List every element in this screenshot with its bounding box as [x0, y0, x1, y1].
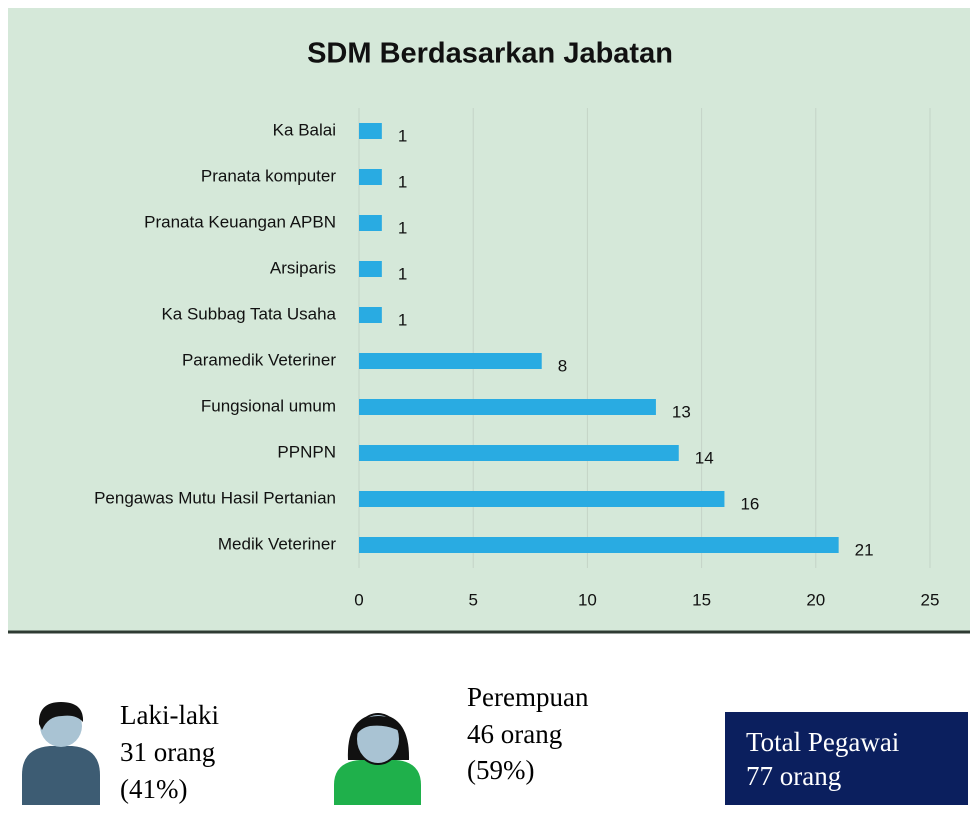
data-label: 14: [695, 448, 714, 467]
female-icon: [334, 713, 421, 805]
total-label: Total Pegawai: [746, 727, 899, 757]
x-tick-label: 25: [921, 590, 940, 609]
male-icon: [22, 702, 100, 805]
y-tick-label: Paramedik Veteriner: [182, 350, 336, 369]
total-box: [725, 712, 968, 805]
bar: [359, 399, 656, 415]
x-tick-label: 10: [578, 590, 597, 609]
bar: [359, 353, 542, 369]
data-label: 1: [398, 218, 407, 237]
y-tick-label: Arsiparis: [270, 258, 336, 277]
x-tick-label: 5: [468, 590, 477, 609]
female-percent: (59%): [467, 755, 534, 785]
bar: [359, 123, 382, 139]
y-tick-label: Ka Balai: [273, 120, 336, 139]
female-label: Perempuan: [467, 682, 589, 712]
bar: [359, 169, 382, 185]
data-label: 21: [855, 540, 874, 559]
bar: [359, 307, 382, 323]
chart-title: SDM Berdasarkan Jabatan: [307, 38, 673, 70]
data-label: 1: [398, 126, 407, 145]
data-label: 16: [740, 494, 759, 513]
male-count: 31 orang: [120, 737, 215, 767]
data-label: 1: [398, 172, 407, 191]
male-percent: (41%): [120, 774, 187, 804]
y-tick-label: Pengawas Mutu Hasil Pertanian: [94, 488, 336, 507]
x-tick-label: 20: [806, 590, 825, 609]
female-count: 46 orang: [467, 719, 562, 749]
male-label: Laki-laki: [120, 700, 219, 730]
data-label: 8: [558, 356, 567, 375]
total-count: 77 orang: [746, 761, 841, 791]
x-tick-label: 0: [354, 590, 363, 609]
data-label: 1: [398, 264, 407, 283]
data-label: 13: [672, 402, 691, 421]
y-tick-label: Pranata komputer: [201, 166, 336, 185]
bar: [359, 215, 382, 231]
bar: [359, 537, 839, 553]
bar: [359, 445, 679, 461]
bar: [359, 491, 725, 507]
x-tick-label: 15: [692, 590, 711, 609]
y-tick-label: PPNPN: [277, 442, 336, 461]
chart-panel: [8, 8, 970, 632]
bar: [359, 261, 382, 277]
data-label: 1: [398, 310, 407, 329]
y-tick-label: Fungsional umum: [201, 396, 336, 415]
y-tick-label: Ka Subbag Tata Usaha: [161, 304, 336, 323]
plot: 0 5 10 15 20 25 Ka Balai 1 Pranata komputer 1 Pran…: [94, 108, 939, 609]
y-tick-label: Medik Veteriner: [218, 534, 336, 553]
y-tick-label: Pranata Keuangan APBN: [144, 212, 336, 231]
